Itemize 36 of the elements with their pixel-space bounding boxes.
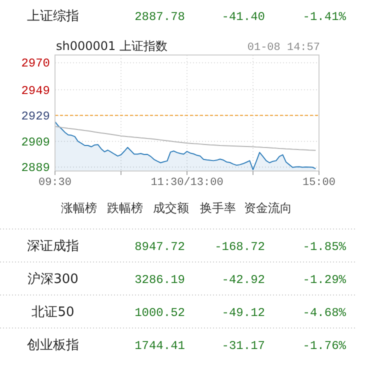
text: -41.40 (222, 10, 265, 24)
text: 1744.41 (134, 339, 185, 353)
text: 上证综指 (27, 9, 79, 24)
text: -31.17 (222, 339, 265, 353)
y-tick-label: 2909 (21, 135, 50, 150)
text: 1000.52 (134, 306, 185, 320)
y-tick-label: 2970 (21, 56, 50, 71)
text: 北证50 (32, 305, 74, 320)
y-tick-label: 2929 (21, 110, 50, 124)
text: 资金流向 (244, 201, 292, 215)
text: 创业板指 (27, 338, 79, 353)
text: -1.41% (302, 10, 347, 24)
chart-title: sh000001 上证指数 (56, 39, 168, 53)
text: -1.85% (302, 240, 347, 254)
text: 涨幅榜 (61, 201, 97, 215)
text: 成交额 (153, 201, 189, 215)
line-series (54, 126, 316, 151)
text: -4.68% (302, 306, 347, 320)
text: 3286.19 (134, 273, 185, 287)
text: -168.72 (214, 240, 265, 254)
text: 深证成指 (27, 239, 79, 254)
text: -1.76% (302, 339, 347, 353)
y-tick-label: 2889 (21, 161, 50, 176)
y-tick-label: 2949 (21, 84, 50, 98)
x-tick-label: 15:00 (302, 177, 336, 189)
text: 沪深300 (28, 271, 78, 287)
text: -1.29% (302, 273, 347, 287)
chart-subtitle: 01-08 14:57 (247, 42, 320, 54)
text: 2887.78 (134, 10, 185, 24)
text: 8947.72 (134, 240, 185, 254)
text: -42.92 (222, 273, 265, 287)
x-tick-label: 09:30 (38, 177, 72, 189)
text: 跌幅榜 (107, 201, 143, 215)
text: 换手率 (200, 201, 236, 215)
text: -49.12 (222, 306, 265, 320)
x-tick-label: 11:30/13:00 (150, 177, 224, 189)
